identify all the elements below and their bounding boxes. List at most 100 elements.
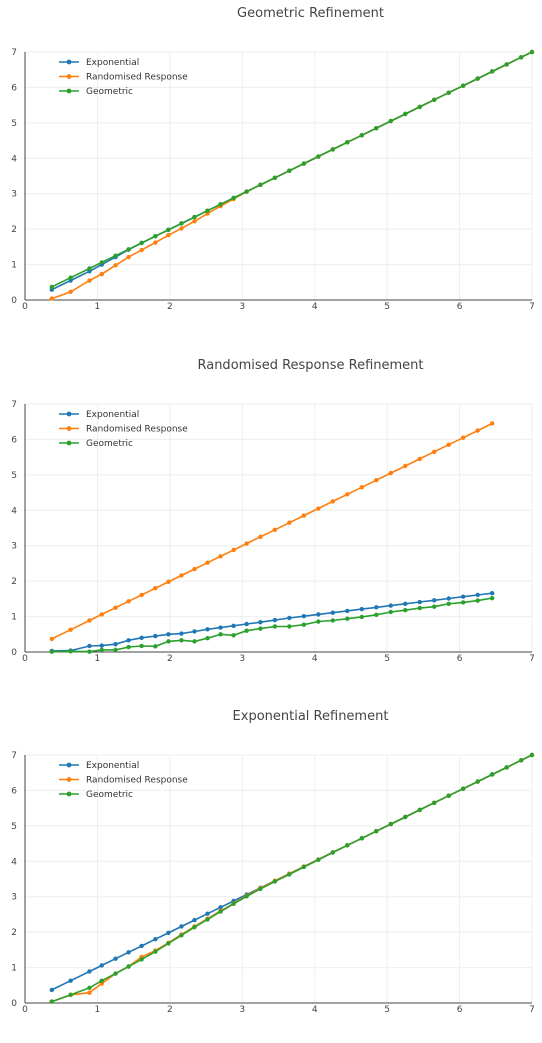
data-point-geometric (87, 985, 92, 990)
x-tick-label: 3 (239, 654, 245, 664)
data-point-geometric (388, 118, 393, 124)
data-point-geometric (529, 49, 535, 55)
data-point-exponential (258, 620, 263, 625)
data-point-geometric (231, 633, 236, 638)
data-point-geometric (403, 814, 408, 820)
data-point-randomised-response (68, 627, 73, 632)
data-point-geometric (388, 609, 393, 615)
x-tick-label: 0 (22, 654, 28, 664)
data-point-geometric (374, 828, 379, 834)
data-point-exponential (489, 590, 495, 596)
x-tick-label: 7 (529, 302, 535, 312)
data-point-randomised-response (87, 990, 92, 995)
data-point-geometric (316, 857, 321, 863)
data-point-exponential (87, 969, 92, 974)
data-point-exponential (345, 608, 350, 614)
data-point-randomised-response (316, 506, 321, 511)
y-tick-label: 1 (11, 261, 17, 271)
legend[interactable]: Exponential Randomised Response Geometric (59, 761, 188, 800)
data-point-geometric (345, 843, 350, 848)
legend[interactable]: Exponential Randomised Response Geometric (59, 58, 188, 97)
series-exponential (49, 590, 495, 654)
data-point-geometric (179, 638, 184, 643)
data-point-geometric (126, 964, 131, 969)
data-point-randomised-response (205, 560, 210, 565)
y-tick-label: 5 (11, 119, 17, 129)
data-point-geometric (345, 140, 350, 145)
legend-label: Exponential (86, 410, 139, 420)
x-tick-label: 1 (95, 1005, 101, 1015)
data-point-exponential (113, 956, 118, 961)
data-point-geometric (272, 879, 278, 884)
legend[interactable]: Exponential Randomised Response Geometric (59, 410, 188, 449)
legend-item-exponential[interactable]: Exponential (59, 58, 139, 68)
x-tick-label: 5 (384, 1005, 390, 1015)
x-tick-label: 3 (239, 1005, 245, 1015)
data-point-geometric (258, 886, 263, 892)
data-point-geometric (446, 90, 451, 95)
chart-title: Randomised Response Refinement (197, 358, 423, 373)
series-line-randomised-response (51, 422, 493, 640)
data-point-geometric (99, 647, 104, 653)
legend-item-geometric[interactable]: Geometric (59, 439, 133, 449)
legend-label: Randomised Response (86, 776, 188, 786)
legend-item-exponential[interactable]: Exponential (59, 761, 139, 771)
data-point-geometric (417, 605, 422, 611)
legend-label: Randomised Response (86, 73, 188, 83)
legend-label: Geometric (86, 439, 133, 449)
data-point-geometric (153, 949, 158, 954)
series-geometric (49, 752, 535, 1004)
legend-item-geometric[interactable]: Geometric (59, 790, 133, 800)
data-point-geometric (126, 247, 131, 252)
data-point-randomised-response (231, 547, 236, 553)
data-point-randomised-response (287, 520, 292, 525)
data-point-randomised-response (99, 612, 104, 617)
data-point-geometric (192, 924, 197, 930)
y-tick-label: 3 (11, 542, 17, 552)
y-tick-label: 4 (11, 506, 17, 516)
legend-item-randomised-response[interactable]: Randomised Response (59, 425, 188, 435)
legend-label: Exponential (86, 761, 139, 771)
data-point-exponential (287, 615, 292, 621)
data-point-exponential (99, 963, 104, 968)
data-point-randomised-response (179, 226, 184, 231)
legend-item-exponential[interactable]: Exponential (59, 410, 139, 420)
data-point-geometric (153, 234, 158, 239)
data-point-exponential (231, 623, 236, 628)
data-point-exponential (153, 633, 158, 639)
data-point-geometric (359, 836, 364, 841)
chart-title: Geometric Refinement (237, 6, 384, 21)
data-point-randomised-response (475, 428, 480, 433)
data-point-randomised-response (87, 618, 92, 623)
data-point-geometric (316, 154, 321, 159)
y-tick-label: 7 (11, 48, 17, 58)
legend-item-randomised-response[interactable]: Randomised Response (59, 776, 188, 786)
data-point-geometric (287, 624, 292, 629)
y-tick-label: 6 (11, 83, 17, 93)
data-point-geometric (244, 189, 249, 194)
data-point-geometric (518, 758, 524, 763)
data-point-geometric (403, 111, 408, 117)
data-point-geometric (139, 957, 144, 962)
data-point-geometric (49, 999, 54, 1004)
data-point-geometric (301, 864, 307, 870)
legend-label: Randomised Response (86, 425, 188, 435)
data-point-geometric (218, 202, 223, 207)
data-point-geometric (99, 978, 104, 983)
data-point-exponential (179, 631, 184, 636)
chart-svg: Exponential Refinement 0 1 2 3 4 5 6 7 0 1 2 3 4 5 6 7 Ex… (11, 709, 535, 1015)
data-point-randomised-response (113, 263, 118, 268)
data-point-exponential (330, 610, 336, 615)
data-point-exponential (301, 614, 307, 619)
data-point-randomised-response (166, 232, 171, 238)
data-point-geometric (166, 941, 171, 946)
data-point-geometric (432, 800, 437, 806)
legend-item-randomised-response[interactable]: Randomised Response (59, 73, 188, 83)
x-tick-label: 4 (312, 302, 318, 312)
data-point-exponential (218, 905, 223, 910)
x-tick-label: 4 (312, 654, 318, 664)
legend-item-geometric[interactable]: Geometric (59, 87, 133, 97)
x-tick-label: 2 (167, 302, 173, 312)
data-point-randomised-response (166, 579, 171, 585)
chart-geometric-refinement: Geometric Refinement 0 1 2 3 4 5 6 7 0 1 2 3 4 5 6 7 Expo… (0, 0, 542, 340)
